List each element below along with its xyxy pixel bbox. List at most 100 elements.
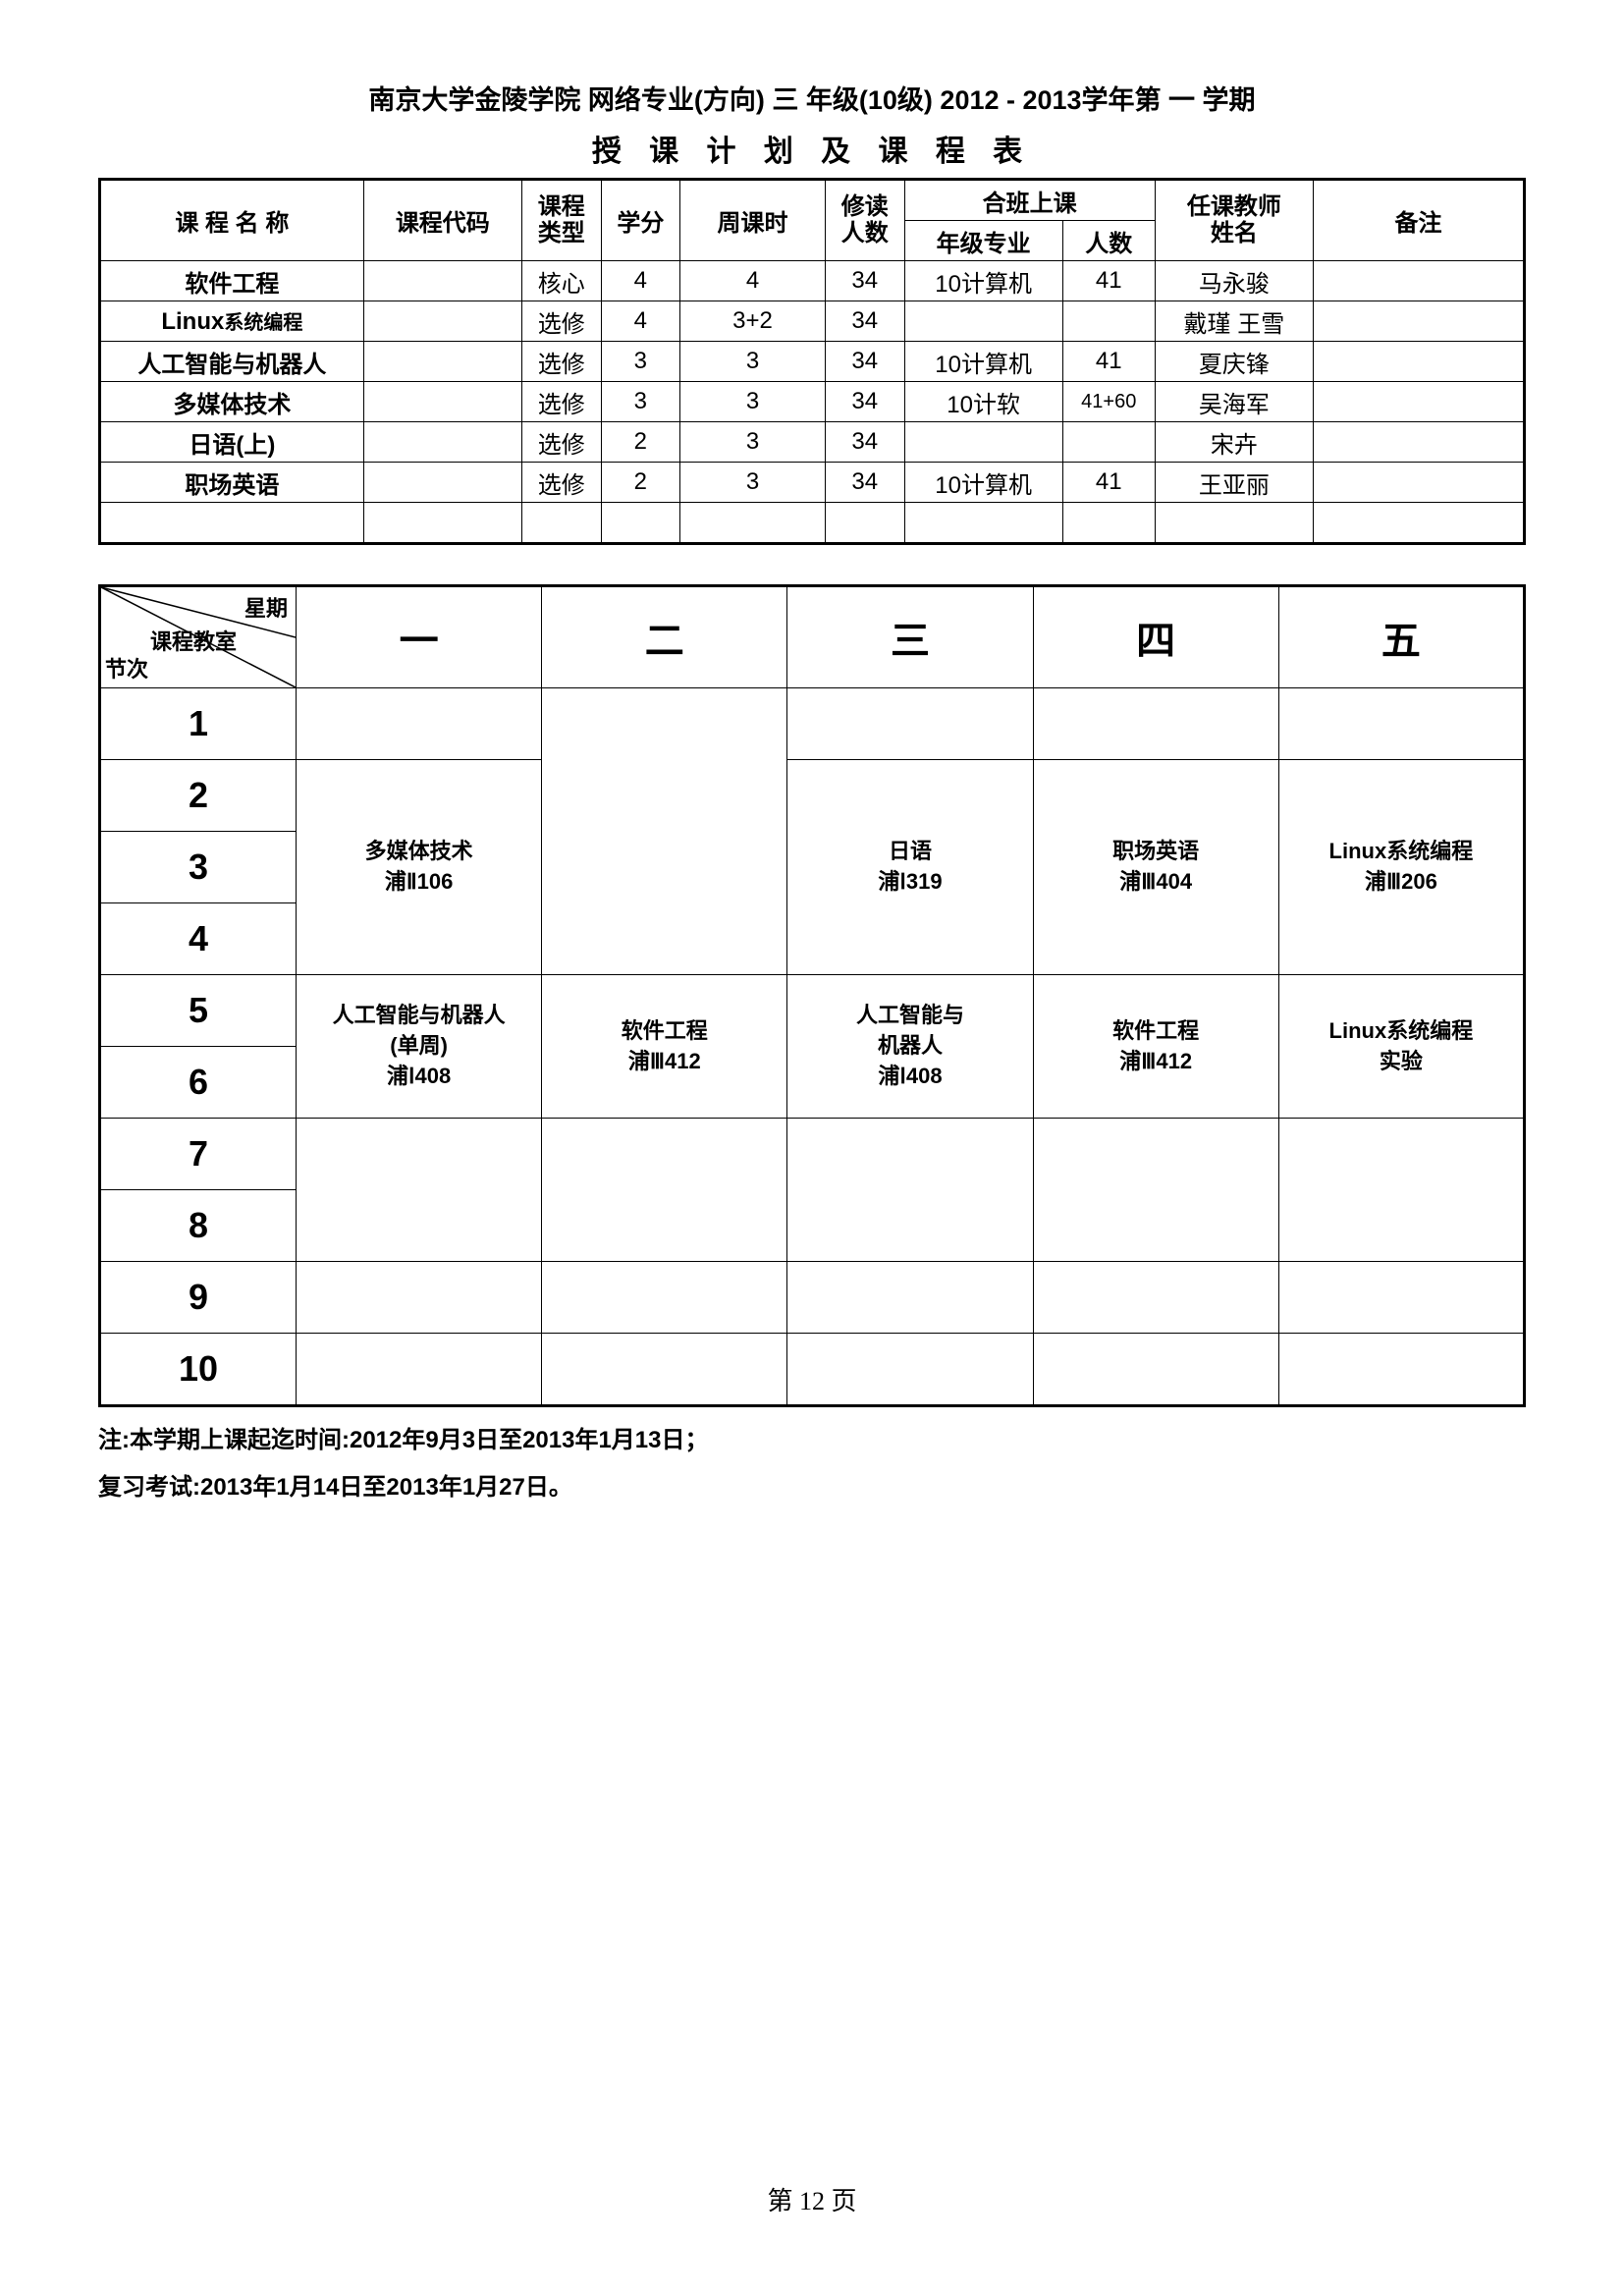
c0-num: 41	[1062, 261, 1155, 301]
cell-wed-1	[787, 688, 1033, 760]
period-8: 8	[100, 1190, 297, 1262]
c5-week: 3	[680, 463, 826, 503]
th-note: 备注	[1314, 180, 1525, 261]
c2-week: 3	[680, 342, 826, 382]
c1-num	[1062, 301, 1155, 342]
course-row: 多媒体技术 选修 3 3 34 10计软 41+60 吴海军	[100, 382, 1525, 422]
th-num: 人数	[1062, 221, 1155, 261]
c4-week: 3	[680, 422, 826, 463]
cell-fri-2-4: Linux系统编程 浦Ⅲ206	[1278, 760, 1524, 975]
period-4: 4	[100, 903, 297, 975]
day-fri: 五	[1278, 586, 1524, 688]
c4-stud: 34	[825, 422, 904, 463]
day-mon: 一	[297, 586, 542, 688]
c2-credit: 3	[601, 342, 680, 382]
c3-teacher: 吴海军	[1155, 382, 1313, 422]
fri24-l1: Linux系统编程	[1329, 839, 1474, 863]
c3-week: 3	[680, 382, 826, 422]
thu24-l2: 浦Ⅲ404	[1119, 869, 1192, 894]
c5-stud: 34	[825, 463, 904, 503]
cell-thu-5-6: 软件工程 浦Ⅲ412	[1033, 975, 1278, 1119]
cell-wed-10	[787, 1334, 1033, 1406]
c4-name: 日语(上)	[100, 422, 364, 463]
c0-teacher: 马永骏	[1155, 261, 1313, 301]
c5-code	[363, 463, 521, 503]
tue56-l2: 浦Ⅲ412	[628, 1049, 701, 1073]
c1-credit: 4	[601, 301, 680, 342]
c3-major: 10计软	[904, 382, 1062, 422]
day-wed: 三	[787, 586, 1033, 688]
c0-name: 软件工程	[100, 261, 364, 301]
c0-week: 4	[680, 261, 826, 301]
c5-name: 职场英语	[100, 463, 364, 503]
c1-stud: 34	[825, 301, 904, 342]
th-name: 课 程 名 称	[100, 180, 364, 261]
c0-type: 核心	[521, 261, 601, 301]
c3-name: 多媒体技术	[100, 382, 364, 422]
wed56-l2: 机器人	[878, 1033, 943, 1058]
schedule-table: 星期 课程教室 节次 一 二 三 四 五 1 2	[98, 584, 1526, 1407]
th-combined: 合班上课	[904, 180, 1155, 221]
c4-code	[363, 422, 521, 463]
c5-type: 选修	[521, 463, 601, 503]
fri56-l1: Linux系统编程	[1329, 1018, 1474, 1043]
cell-thu-7-8	[1033, 1119, 1278, 1262]
c3-code	[363, 382, 521, 422]
schedule-diag-header: 星期 课程教室 节次	[100, 586, 297, 688]
page-title-line2: 授 课 计 划 及 课 程 表	[98, 127, 1526, 170]
th-credit: 学分	[601, 180, 680, 261]
cell-wed-5-6: 人工智能与 机器人 浦Ⅰ408	[787, 975, 1033, 1119]
c2-stud: 34	[825, 342, 904, 382]
note-line-2: 复习考试:2013年1月14日至2013年1月27日。	[98, 1464, 1526, 1511]
c3-credit: 3	[601, 382, 680, 422]
course-row: 职场英语 选修 2 3 34 10计算机 41 王亚丽	[100, 463, 1525, 503]
cell-tue-7-8	[542, 1119, 787, 1262]
c0-stud: 34	[825, 261, 904, 301]
c3-stud: 34	[825, 382, 904, 422]
cell-wed-7-8	[787, 1119, 1033, 1262]
c4-teacher: 宋卉	[1155, 422, 1313, 463]
c1-week: 3+2	[680, 301, 826, 342]
course-row: 软件工程 核心 4 4 34 10计算机 41 马永骏	[100, 261, 1525, 301]
period-3: 3	[100, 832, 297, 903]
cell-fri-9	[1278, 1262, 1524, 1334]
c1-code	[363, 301, 521, 342]
cell-wed-2-4: 日语 浦Ⅰ319	[787, 760, 1033, 975]
mon24-l2: 浦Ⅱ106	[385, 869, 454, 894]
th-stud-l1: 修读	[841, 193, 889, 220]
cell-tue-9	[542, 1262, 787, 1334]
c2-num: 41	[1062, 342, 1155, 382]
c3-note	[1314, 382, 1525, 422]
cell-thu-9	[1033, 1262, 1278, 1334]
thu56-l1: 软件工程	[1112, 1018, 1199, 1043]
c0-code	[363, 261, 521, 301]
c5-num: 41	[1062, 463, 1155, 503]
period-2: 2	[100, 760, 297, 832]
course-row-empty	[100, 503, 1525, 544]
c0-note	[1314, 261, 1525, 301]
cell-wed-9	[787, 1262, 1033, 1334]
cell-fri-10	[1278, 1334, 1524, 1406]
c2-type: 选修	[521, 342, 601, 382]
c2-name: 人工智能与机器人	[100, 342, 364, 382]
c2-major: 10计算机	[904, 342, 1062, 382]
cell-mon-2-4: 多媒体技术 浦Ⅱ106	[297, 760, 542, 975]
c2-teacher: 夏庆锋	[1155, 342, 1313, 382]
c3-type: 选修	[521, 382, 601, 422]
period-6: 6	[100, 1047, 297, 1119]
period-5: 5	[100, 975, 297, 1047]
c4-credit: 2	[601, 422, 680, 463]
course-row: 人工智能与机器人 选修 3 3 34 10计算机 41 夏庆锋	[100, 342, 1525, 382]
wed24-l1: 日语	[889, 839, 932, 863]
c1-name: Linux系统编程	[100, 301, 364, 342]
c2-code	[363, 342, 521, 382]
period-10: 10	[100, 1334, 297, 1406]
c1-major	[904, 301, 1062, 342]
cell-tue-5-6: 软件工程 浦Ⅲ412	[542, 975, 787, 1119]
mon24-l1: 多媒体技术	[365, 839, 473, 863]
period-9: 9	[100, 1262, 297, 1334]
th-grade-major: 年级专业	[904, 221, 1062, 261]
th-week: 周课时	[680, 180, 826, 261]
th-code: 课程代码	[363, 180, 521, 261]
cell-tue-1-4	[542, 688, 787, 975]
